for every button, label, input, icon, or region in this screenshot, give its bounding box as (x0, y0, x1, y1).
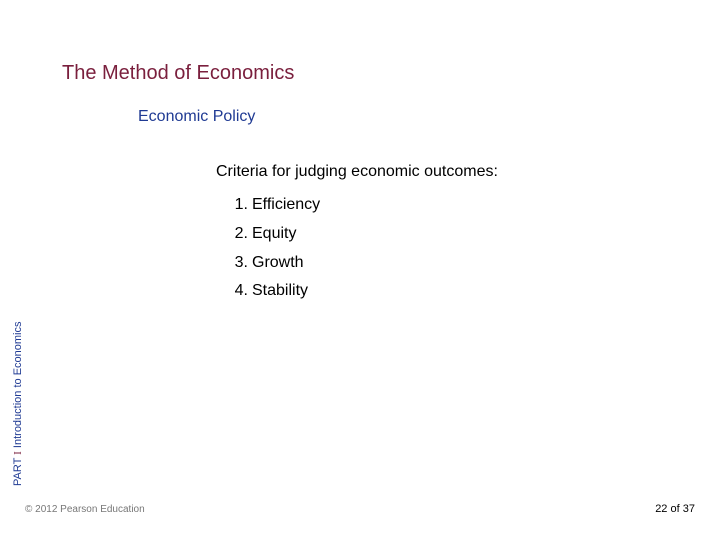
part-label: PART I Introduction to Economics (12, 322, 24, 487)
list-item: Growth (252, 249, 498, 278)
part-word: PART (12, 458, 24, 486)
part-title: Introduction to Economics (12, 322, 24, 449)
page-current: 22 (655, 503, 667, 515)
subtitle: Economic Policy (138, 108, 255, 126)
content-block: Criteria for judging economic outcomes: … (216, 163, 498, 306)
list-item: Stability (252, 277, 498, 306)
part-number: I (12, 451, 24, 455)
page-total: 37 (683, 503, 695, 515)
page-of: of (671, 503, 680, 515)
list-item: Efficiency (252, 191, 498, 220)
list-item: Equity (252, 220, 498, 249)
criteria-list: Efficiency Equity Growth Stability (216, 191, 498, 306)
copyright-text: © 2012 Pearson Education (25, 504, 145, 515)
main-title: The Method of Economics (62, 62, 294, 85)
intro-text: Criteria for judging economic outcomes: (216, 163, 498, 181)
page-number: 22 of 37 (655, 503, 695, 515)
